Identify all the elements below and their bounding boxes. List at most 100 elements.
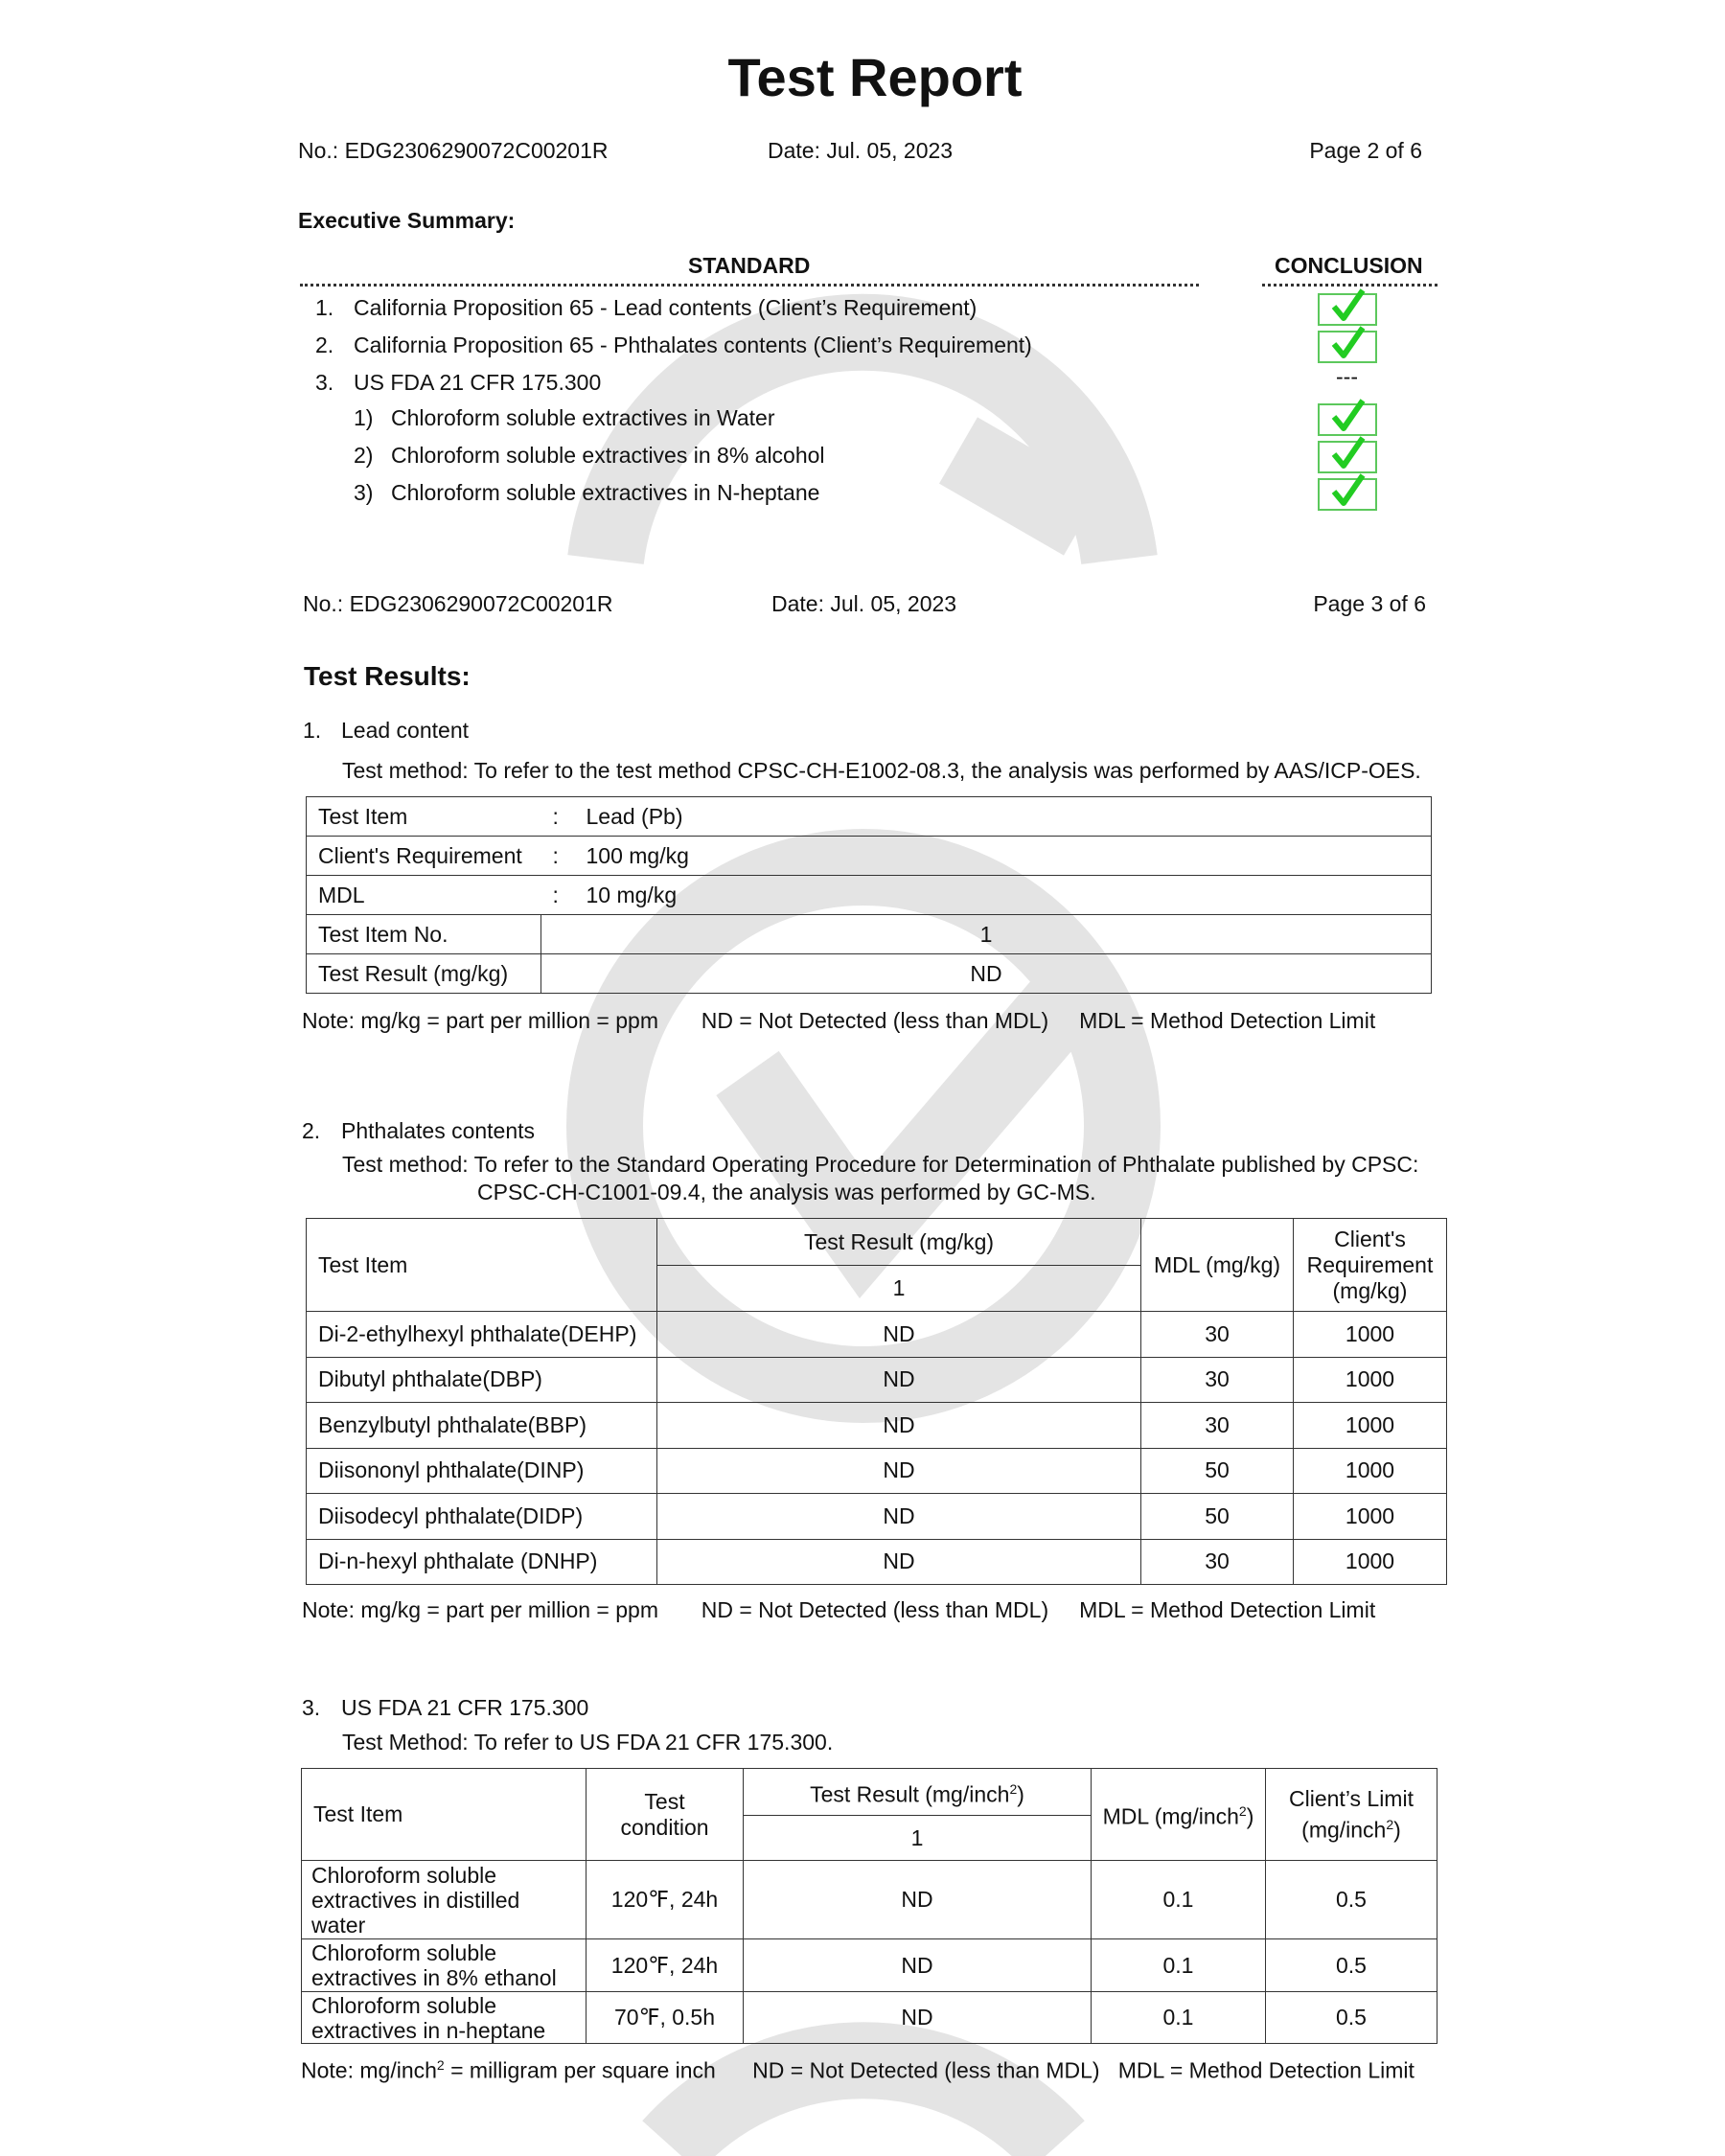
text: Requirement [1306,1251,1434,1277]
result: ND [743,1860,1092,1939]
text: ) [1017,1781,1024,1807]
result: ND [656,1447,1141,1494]
note: Note: mg/inch2 = milligram per square in… [301,2057,1414,2084]
test-results-heading: Test Results: [304,661,471,691]
report-date: Date: Jul. 05, 2023 [768,138,954,163]
note: Note: mg/kg = part per million = ppm ND … [302,1008,1376,1033]
table-row: Diisononyl phthalate(DINP) ND 50 1000 [306,1447,1447,1494]
mdl: 30 [1140,1311,1294,1358]
separator: : [540,836,575,876]
checkmark-icon [1331,473,1366,506]
table-row: Chloroform soluble extractives in 8% eth… [301,1938,1438,1992]
page-number: Page 2 of 6 [1309,138,1422,163]
test-item: Chloroform soluble extractives in distil… [301,1860,586,1939]
section-title: Phthalates contents [341,1118,536,1143]
text: ) [1246,1803,1254,1829]
label: Test Item No. [306,914,541,954]
divider [300,284,1199,287]
header-test-item: Test Item [306,1218,657,1312]
superscript: 2 [1386,1816,1394,1832]
test-item: Diisononyl phthalate(DINP) [306,1447,657,1494]
divider [1262,284,1438,287]
separator: : [540,796,575,837]
table-row: Di-2-ethylhexyl phthalate(DEHP) ND 30 10… [306,1311,1447,1358]
header-mdl: MDL (mg/inch2) [1091,1768,1266,1861]
test-method: Test method: To refer to the test method… [342,758,1421,783]
summary-item-text: California Proposition 65 - Phthalates c… [354,333,1032,357]
limit: 0.5 [1265,1938,1438,1992]
text: MDL (mg/inch [1102,1803,1239,1829]
conclusion-na: --- [1336,364,1358,389]
test-method: Test method: To refer to the Standard Op… [342,1152,1419,1177]
label: Client's Requirement [306,836,541,876]
requirement: 1000 [1293,1493,1447,1540]
label: Test Result (mg/kg) [306,953,541,994]
label: Test Item [306,796,541,837]
text: (mg/inch [1301,1817,1387,1843]
section-number: 1. [303,718,322,743]
conclusion-header: CONCLUSION [1275,253,1423,278]
table-row: Chloroform soluble extractives in n-hept… [301,1991,1438,2044]
test-item: Dibutyl phthalate(DBP) [306,1356,657,1403]
header-sample: 1 [743,1815,1092,1861]
summary-item-text: Chloroform soluble extractives in N-hept… [391,480,820,505]
result: ND [656,1493,1141,1540]
summary-item-text: Chloroform soluble extractives in Water [391,405,775,430]
label: MDL [306,875,541,915]
text: condition [620,1814,709,1840]
page-number: Page 3 of 6 [1313,591,1426,616]
test-item: Diisodecyl phthalate(DIDP) [306,1493,657,1540]
executive-summary-heading: Executive Summary: [298,208,516,233]
text: = milligram per square inch ND = Not Det… [444,2057,1414,2083]
mdl: 30 [1140,1538,1294,1585]
header-test-result: Test Result (mg/kg) [656,1218,1141,1266]
checkmark-icon [1331,326,1366,358]
text: Test Result (mg/inch [810,1781,1010,1807]
condition: 120℉, 24h [586,1860,744,1939]
limit: 0.5 [1265,1991,1438,2044]
requirement: 1000 [1293,1402,1447,1449]
value: 1 [540,914,1432,954]
report-date: Date: Jul. 05, 2023 [771,591,957,616]
superscript: 2 [436,2057,445,2073]
summary-item-number: 1. [315,295,334,320]
result: ND [656,1311,1141,1358]
text: Client's [1334,1226,1406,1251]
limit: 0.5 [1265,1860,1438,1939]
pass-checkbox [1318,326,1377,363]
pass-checkbox [1318,473,1377,511]
requirement: 1000 [1293,1447,1447,1494]
value: 10 mg/kg [574,875,1432,915]
header-limit: Client’s Limit (mg/inch2) [1265,1768,1438,1861]
header-sample: 1 [656,1265,1141,1312]
table-row: Di-n-hexyl phthalate (DNHP) ND 30 1000 [306,1538,1447,1585]
checkmark-icon [1331,399,1366,431]
section-title: Lead content [341,718,470,743]
checkmark-icon [1331,288,1366,321]
result: ND [656,1402,1141,1449]
condition: 70℉, 0.5h [586,1991,744,2044]
pass-checkbox [1318,288,1377,326]
summary-item-text: US FDA 21 CFR 175.300 [354,370,602,395]
value: 100 mg/kg [574,836,1432,876]
mdl: 50 [1140,1447,1294,1494]
text: Note: mg/inch [301,2057,437,2083]
test-item: Di-n-hexyl phthalate (DNHP) [306,1538,657,1585]
fda-table: Test Item Test condition Test Result (mg/in… [301,1768,1438,2044]
pass-checkbox [1318,399,1377,436]
note: Note: mg/kg = part per million = ppm ND … [302,1597,1376,1622]
mdl: 50 [1140,1493,1294,1540]
table-row: Diisodecyl phthalate(DIDP) ND 50 1000 [306,1493,1447,1540]
mdl: 30 [1140,1356,1294,1403]
phthalates-table: Test Item Test Result (mg/kg) MDL (mg/kg) C… [306,1218,1447,1585]
requirement: 1000 [1293,1356,1447,1403]
header-test-item: Test Item [301,1768,586,1861]
summary-item-number: 2) [354,443,374,468]
mdl: 30 [1140,1402,1294,1449]
mdl: 0.1 [1091,1860,1266,1939]
mdl: 0.1 [1091,1991,1266,2044]
report-title: Test Report [727,47,1023,107]
superscript: 2 [1009,1780,1018,1797]
requirement: 1000 [1293,1311,1447,1358]
section-number: 2. [302,1118,321,1143]
